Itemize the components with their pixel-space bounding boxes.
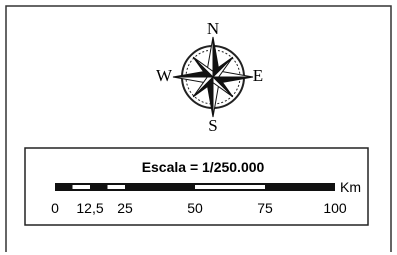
- scale-tick-label: 25: [117, 200, 133, 216]
- east-label: E: [253, 66, 263, 85]
- north-label: N: [207, 19, 219, 38]
- scale-tick-label: 12,5: [76, 200, 103, 216]
- scale-segment: [73, 185, 91, 189]
- scale-tick-label: 100: [323, 200, 347, 216]
- scale-tick-label: 0: [51, 200, 59, 216]
- scale-tick-label: 75: [257, 200, 273, 216]
- scale-segment: [195, 185, 265, 189]
- scale-tick-label: 50: [187, 200, 203, 216]
- background: [0, 0, 397, 255]
- scale-segment: [108, 185, 126, 189]
- scale-title: Escala = 1/250.000: [142, 159, 265, 175]
- map-legend: N S W E Escala = 1/250.000 Km 0 12,5 25 50 7…: [0, 0, 397, 255]
- west-label: W: [156, 66, 173, 85]
- scale-bar: [55, 183, 335, 191]
- scale-unit: Km: [340, 179, 361, 195]
- south-label: S: [208, 116, 217, 135]
